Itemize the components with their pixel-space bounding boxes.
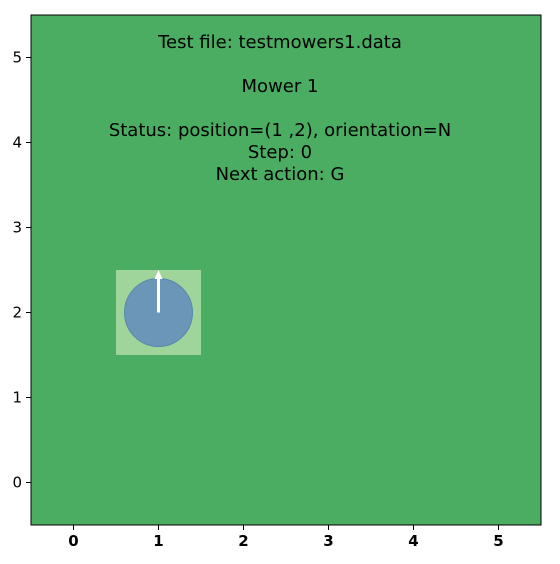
x-tick-label: 5 (493, 532, 503, 550)
y-tick-label: 1 (12, 389, 22, 407)
annotation-line: Step: 0 (248, 142, 312, 163)
mower-marks (116, 270, 201, 355)
axes: 0 1 2 3 4 5 0 1 2 3 4 5 (12, 14, 542, 550)
y-tick-label: 0 (12, 474, 22, 492)
y-tick-label: 4 (12, 134, 22, 152)
y-tick-label: 3 (12, 219, 22, 237)
mower-heading-arrow-head (154, 270, 163, 279)
y-tick-label: 2 (12, 304, 22, 322)
annotation-line: Status: position=(1 ,2), orientation=N (109, 120, 451, 141)
axes-frame (30, 14, 542, 526)
annotation-text: Test file: testmowers1.data Mower 1 Status… (109, 32, 451, 185)
x-tick-label: 4 (408, 532, 418, 550)
x-tick-label: 3 (323, 532, 333, 550)
y-tick-label: 5 (12, 49, 22, 67)
x-tick-label: 0 (68, 532, 78, 550)
x-tick-label: 2 (238, 532, 248, 550)
annotation-line: Mower 1 (242, 76, 319, 97)
annotation-line: Test file: testmowers1.data (157, 32, 402, 53)
x-tick-label: 1 (153, 532, 163, 550)
annotation-line: Next action: G (216, 164, 345, 185)
